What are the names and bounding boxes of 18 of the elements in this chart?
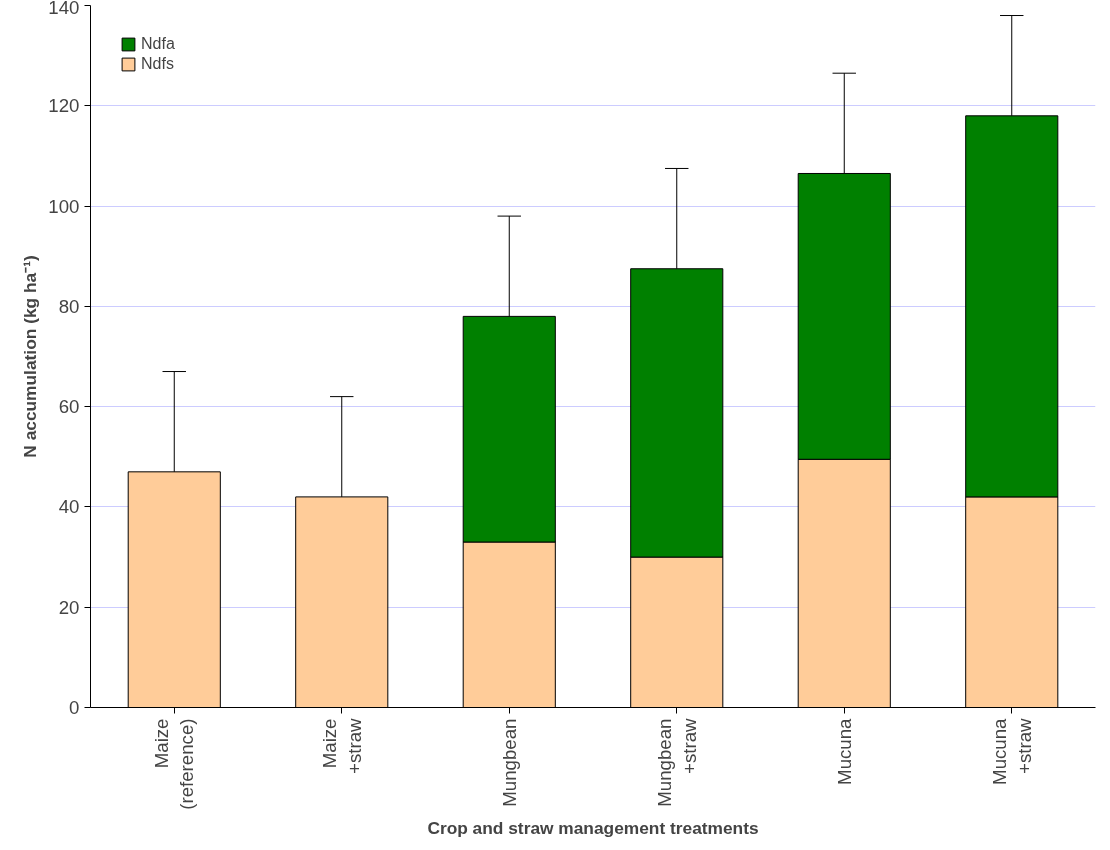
x-axis-title: Crop and straw management treatments	[427, 817, 759, 838]
x-tick-label: Maize +straw	[318, 717, 365, 774]
y-tick-label: 0	[69, 697, 80, 718]
y-tick-label: 80	[58, 295, 80, 317]
y-tick-label: 60	[58, 396, 80, 418]
y-tick-label: 140	[48, 0, 80, 18]
y-axis-title: N accumulation (kg ha⁻¹)	[20, 255, 41, 458]
y-tick-label: 100	[48, 195, 80, 217]
y-tick-label: 120	[48, 95, 80, 117]
legend-label: Ndfa	[141, 35, 175, 53]
legend-label: Ndfs	[141, 55, 174, 73]
x-tick-label: Mungbean	[498, 718, 520, 807]
x-tick-label: Mucuna +straw	[988, 717, 1035, 785]
x-tick-label: Mucuna	[833, 717, 855, 785]
y-tick-label: 40	[58, 496, 80, 518]
x-tick-label: Maize (reference)	[151, 718, 198, 810]
y-tick-label: 20	[58, 596, 80, 618]
x-tick-label: Mungbean +straw	[653, 717, 700, 807]
